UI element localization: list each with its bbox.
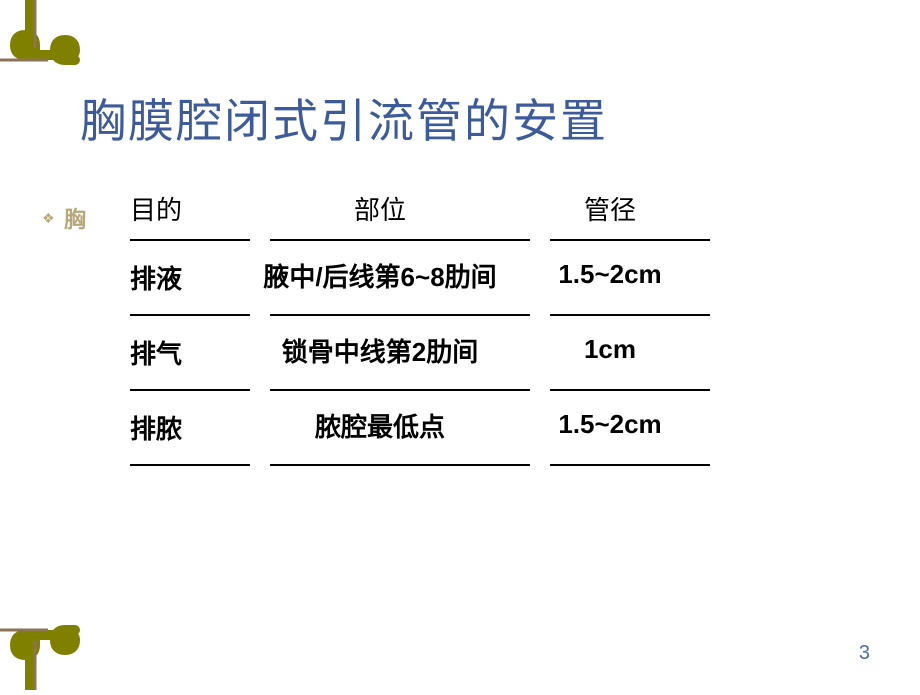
cell-diameter: 1.5~2cm	[510, 259, 710, 296]
divider-4	[130, 464, 710, 466]
drainage-table: 目的 部位 管径 排液 腋中/后线第6~8肋间 1.5~2cm 排气 锁骨中线第…	[130, 190, 710, 466]
table-header-row: 目的 部位 管径	[130, 190, 710, 239]
cell-diameter: 1.5~2cm	[510, 409, 710, 446]
cell-location: 脓腔最低点	[250, 409, 510, 446]
header-location: 部位	[250, 190, 510, 227]
table-row: 排气 锁骨中线第2肋间 1cm	[130, 316, 710, 389]
table-row: 排液 腋中/后线第6~8肋间 1.5~2cm	[130, 241, 710, 314]
cell-location: 锁骨中线第2肋间	[250, 334, 510, 371]
bullet-diamond-icon: ❖	[42, 210, 55, 227]
table-row: 排脓 脓腔最低点 1.5~2cm	[130, 391, 710, 464]
cell-purpose: 排气	[130, 334, 250, 371]
page-number: 3	[859, 642, 870, 665]
cell-diameter: 1cm	[510, 334, 710, 371]
bullet-text-partial: 胸	[64, 202, 86, 234]
slide-title: 胸膜腔闭式引流管的安置	[80, 85, 608, 151]
cell-location: 腋中/后线第6~8肋间	[250, 259, 510, 296]
header-diameter: 管径	[510, 190, 710, 227]
header-purpose: 目的	[130, 190, 250, 227]
decoration-bottom-left	[0, 580, 110, 690]
cell-purpose: 排脓	[130, 409, 250, 446]
cell-purpose: 排液	[130, 259, 250, 296]
